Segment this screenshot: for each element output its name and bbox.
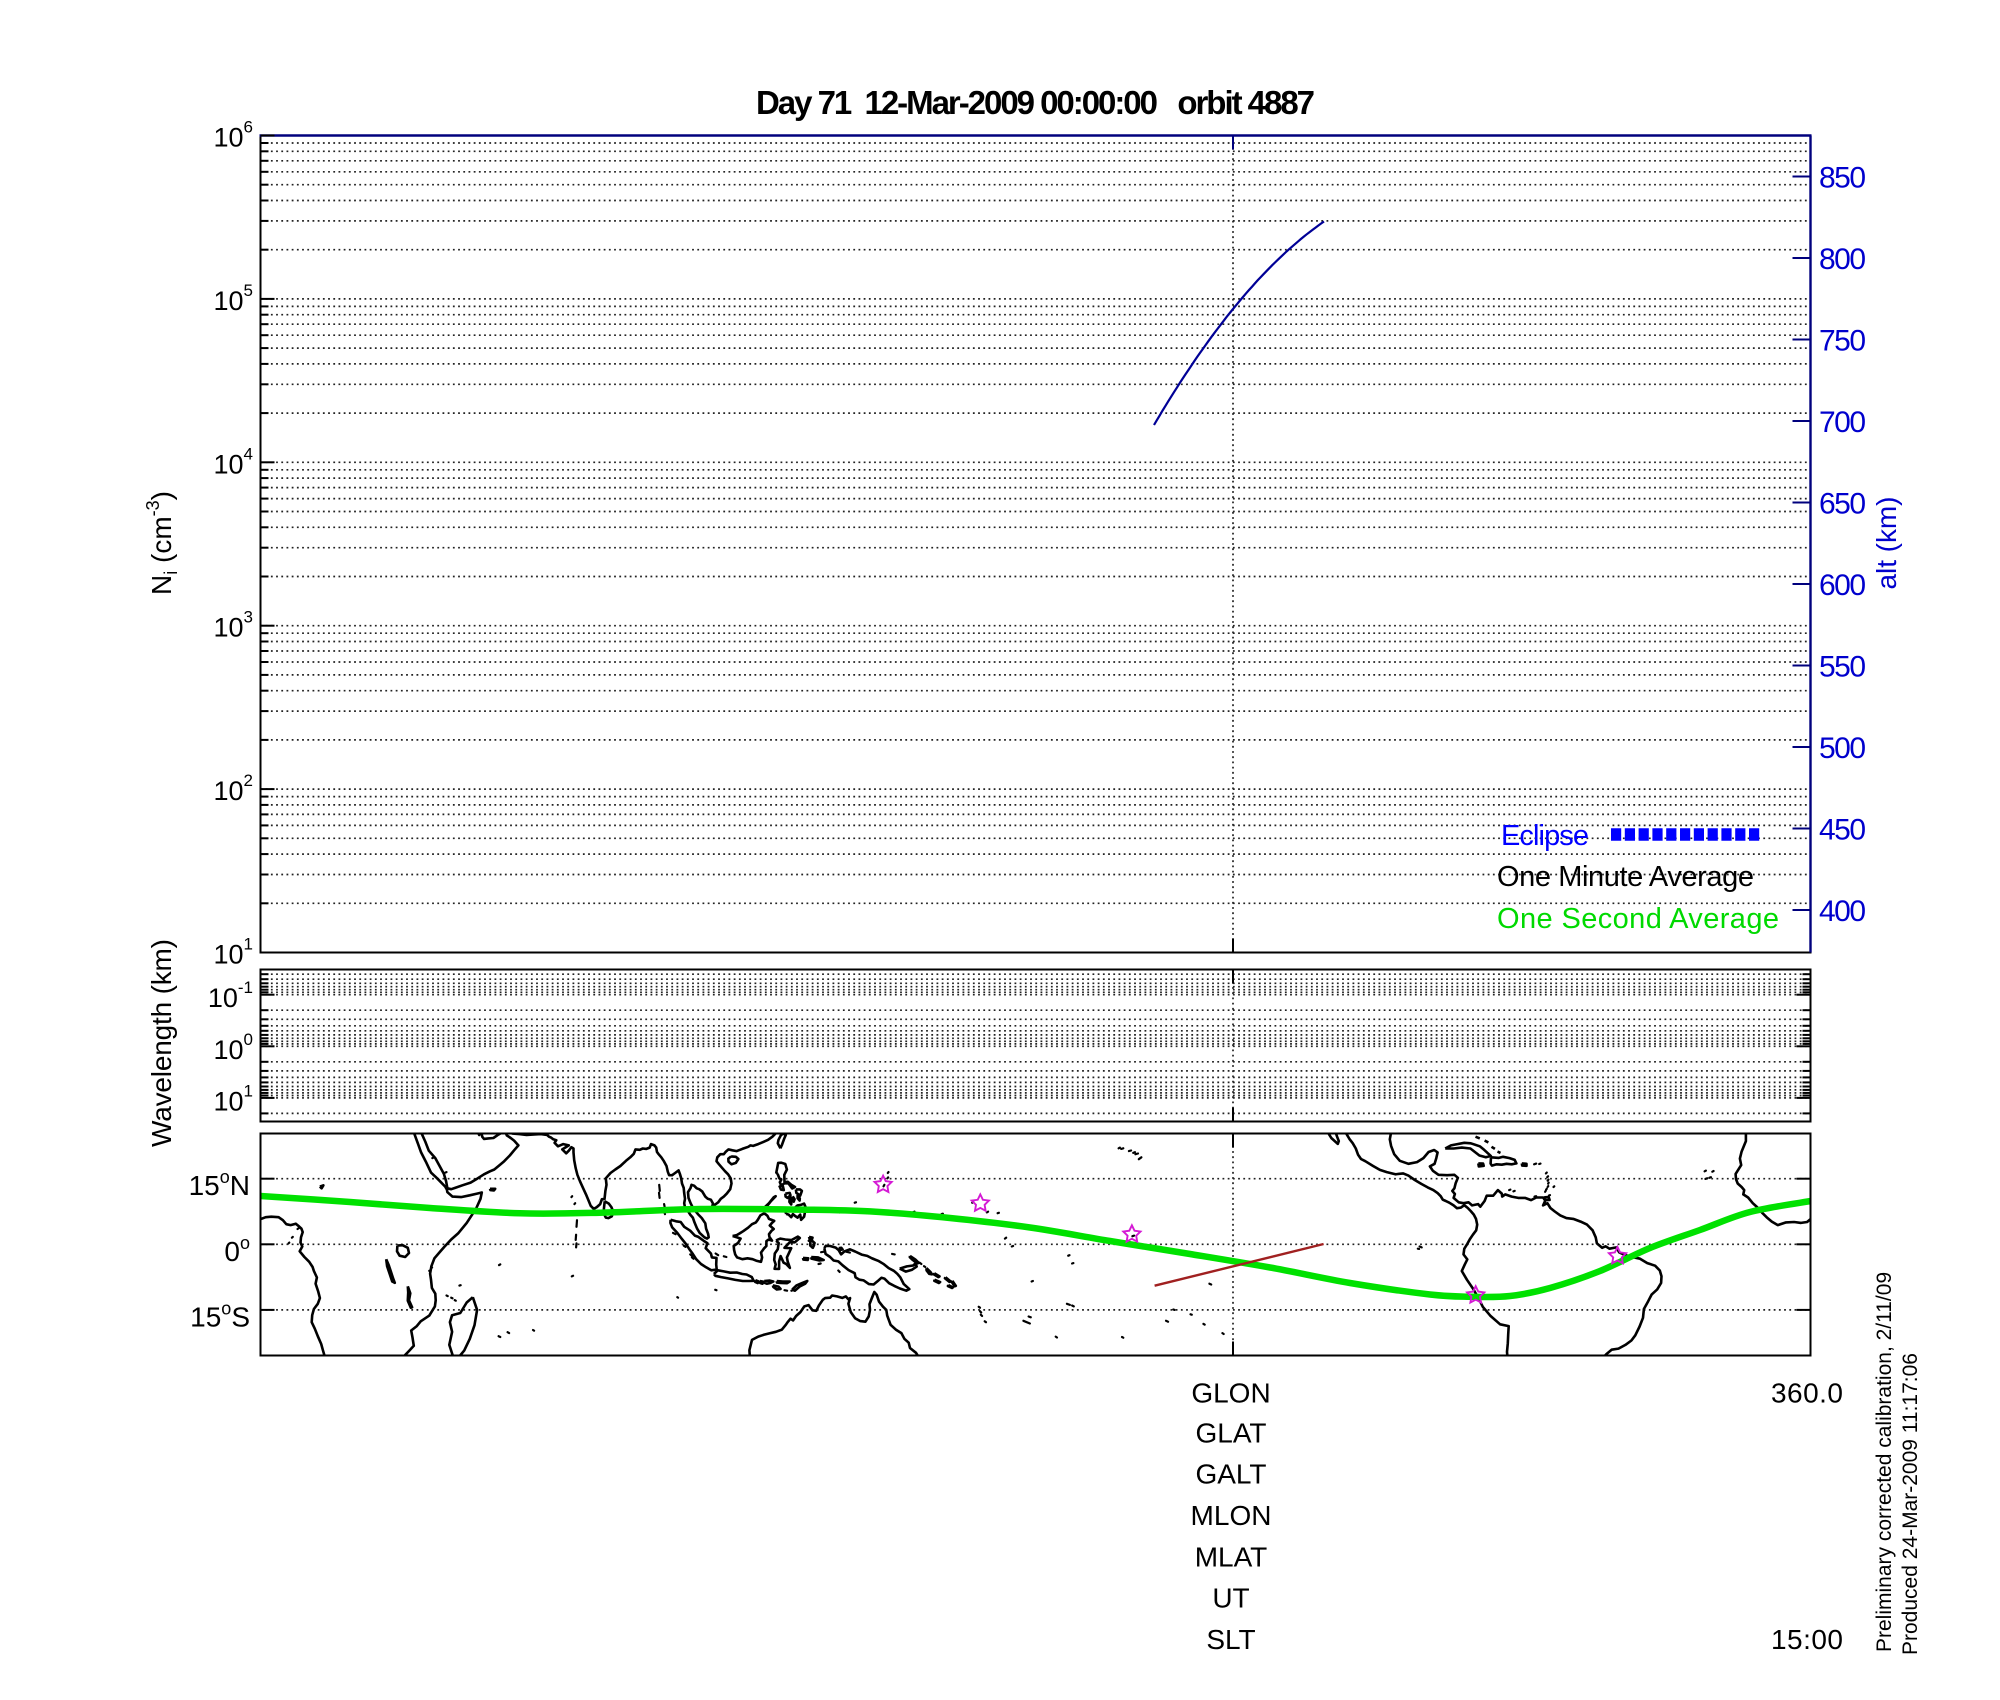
svg-text:MLON: MLON: [1191, 1500, 1272, 1531]
svg-text:alt (km): alt (km): [1871, 497, 1902, 590]
svg-text:Ni (cm-3): Ni (cm-3): [143, 491, 181, 595]
svg-text:GALT: GALT: [1195, 1459, 1266, 1490]
svg-text:MLAT: MLAT: [1195, 1542, 1268, 1573]
svg-text:Eclipse: Eclipse: [1501, 820, 1589, 852]
svg-text:GLAT: GLAT: [1195, 1418, 1266, 1449]
svg-text:500: 500: [1819, 732, 1866, 765]
svg-text:Day 71 12-Mar-2009 00:00:00: Day 71 12-Mar-2009 00:00:00 orbit 4887: [756, 84, 1315, 121]
svg-text:650: 650: [1819, 488, 1866, 521]
svg-text:UT: UT: [1212, 1583, 1249, 1614]
svg-text:400: 400: [1819, 895, 1866, 928]
svg-text:One Minute Average: One Minute Average: [1497, 861, 1754, 893]
svg-text:15oS: 15oS: [190, 1298, 250, 1332]
svg-text:360.0: 360.0: [1771, 1378, 1843, 1409]
svg-text:10-1: 10-1: [208, 978, 253, 1013]
svg-text:800: 800: [1819, 243, 1866, 276]
svg-text:One Second Average: One Second Average: [1497, 903, 1779, 935]
svg-text:750: 750: [1819, 325, 1866, 358]
svg-text:Produced 24-Mar-2009 11:17:06: Produced 24-Mar-2009 11:17:06: [1899, 1353, 1922, 1655]
svg-text:850: 850: [1819, 162, 1866, 195]
svg-text:550: 550: [1819, 651, 1866, 684]
svg-text:15:00: 15:00: [1771, 1624, 1843, 1655]
svg-text:450: 450: [1819, 814, 1866, 847]
svg-text:Wavelength (km): Wavelength (km): [146, 939, 177, 1147]
svg-text:Preliminary corrected calibrat: Preliminary corrected calibration, 2/11/…: [1873, 1272, 1896, 1652]
svg-text:SLT: SLT: [1206, 1624, 1255, 1655]
svg-text:GLON: GLON: [1191, 1378, 1270, 1409]
svg-text:700: 700: [1819, 406, 1866, 439]
svg-text:600: 600: [1819, 569, 1866, 602]
svg-text:15oN: 15oN: [189, 1167, 250, 1201]
